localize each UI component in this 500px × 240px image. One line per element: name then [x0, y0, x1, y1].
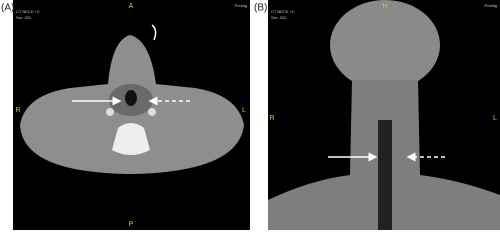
- overlay-scanner: Prestig: [235, 3, 247, 8]
- airway: [378, 120, 392, 230]
- orientation-top: A: [129, 3, 134, 10]
- panel-b: [268, 0, 500, 230]
- orientation-top: H: [382, 3, 387, 10]
- overlay-study: CT NECK +C: [271, 9, 295, 14]
- vessel: [148, 108, 156, 116]
- panel-label: (B): [254, 3, 267, 14]
- figure: (A) A P R L CT NECK +C Ser: 201 Prestig …: [1, 0, 500, 230]
- overlay-series: Ser: 201: [16, 15, 32, 20]
- page: (A) A P R L CT NECK +C Ser: 201 Prestig …: [0, 0, 500, 230]
- vessel: [106, 108, 114, 116]
- marker: [151, 24, 157, 41]
- overlay-series: Ser: 202: [271, 15, 287, 20]
- overlay-study: CT NECK +C: [16, 9, 40, 14]
- orientation-right: L: [493, 115, 497, 122]
- orientation-right: L: [242, 107, 246, 114]
- airway: [125, 90, 137, 106]
- orientation-left: R: [15, 107, 20, 114]
- overlay-scanner: Prestig: [485, 3, 497, 8]
- orientation-bottom: P: [129, 221, 134, 228]
- vertebra: [112, 123, 150, 155]
- panel-a: [13, 0, 250, 230]
- panel-label: (A): [1, 3, 14, 14]
- orientation-left: R: [269, 115, 274, 122]
- head-coronal: [330, 0, 440, 90]
